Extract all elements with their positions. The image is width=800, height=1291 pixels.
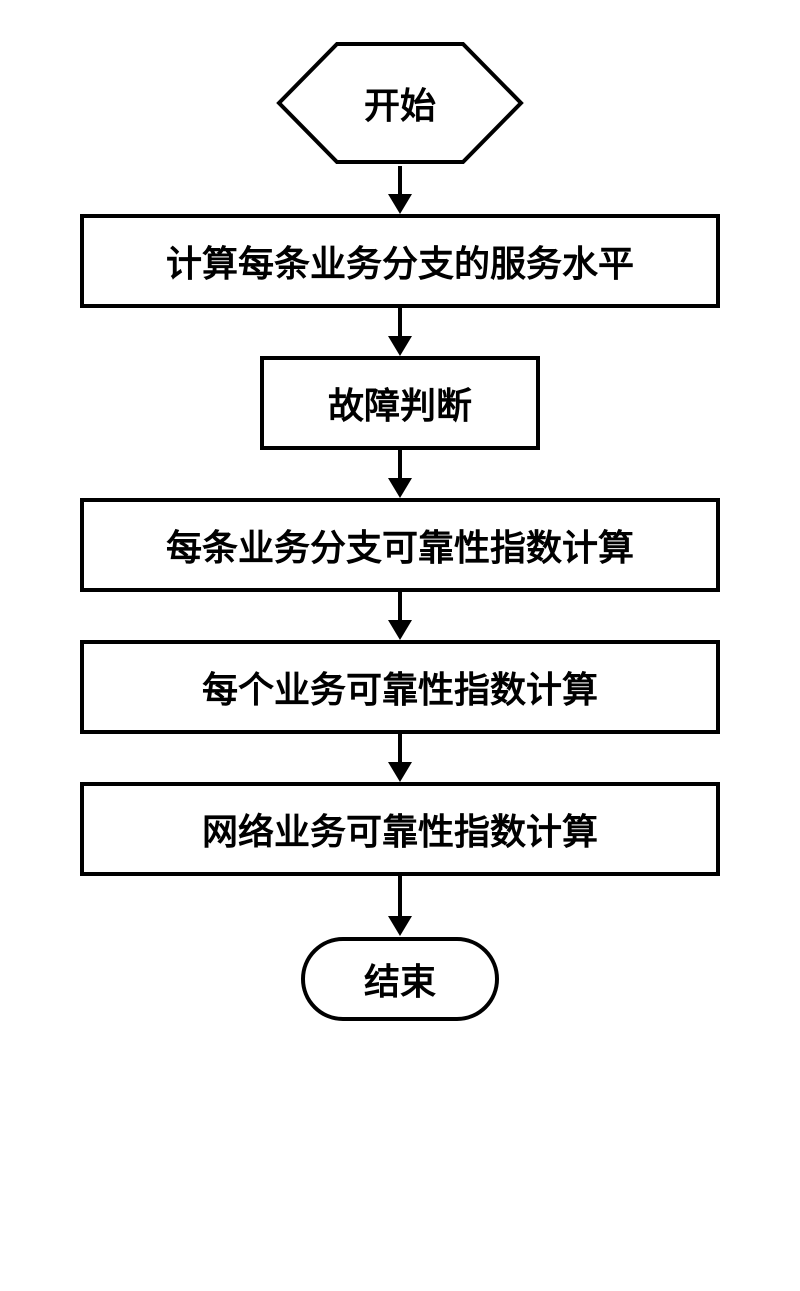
end-node: 结束 — [300, 936, 500, 1022]
start-node: 开始 — [275, 40, 525, 166]
step4-label: 每个业务可靠性指数计算 — [202, 661, 598, 713]
step1-label: 计算每条业务分支的服务水平 — [166, 235, 634, 287]
start-label: 开始 — [364, 77, 436, 129]
arrow-1 — [385, 166, 415, 214]
step2-label: 故障判断 — [328, 377, 472, 429]
flowchart-container: 开始 计算每条业务分支的服务水平 故障判断 每条业务分支可靠性指数计算 — [80, 40, 720, 1022]
arrow-3 — [385, 450, 415, 498]
step2-node: 故障判断 — [260, 356, 540, 450]
step5-label: 网络业务可靠性指数计算 — [202, 803, 598, 855]
step5-node: 网络业务可靠性指数计算 — [80, 782, 720, 876]
arrow-5 — [385, 734, 415, 782]
arrow-2 — [385, 308, 415, 356]
arrow-6 — [385, 876, 415, 936]
step3-node: 每条业务分支可靠性指数计算 — [80, 498, 720, 592]
step4-node: 每个业务可靠性指数计算 — [80, 640, 720, 734]
step3-label: 每条业务分支可靠性指数计算 — [166, 519, 634, 571]
end-label: 结束 — [364, 953, 436, 1005]
step1-node: 计算每条业务分支的服务水平 — [80, 214, 720, 308]
arrow-4 — [385, 592, 415, 640]
